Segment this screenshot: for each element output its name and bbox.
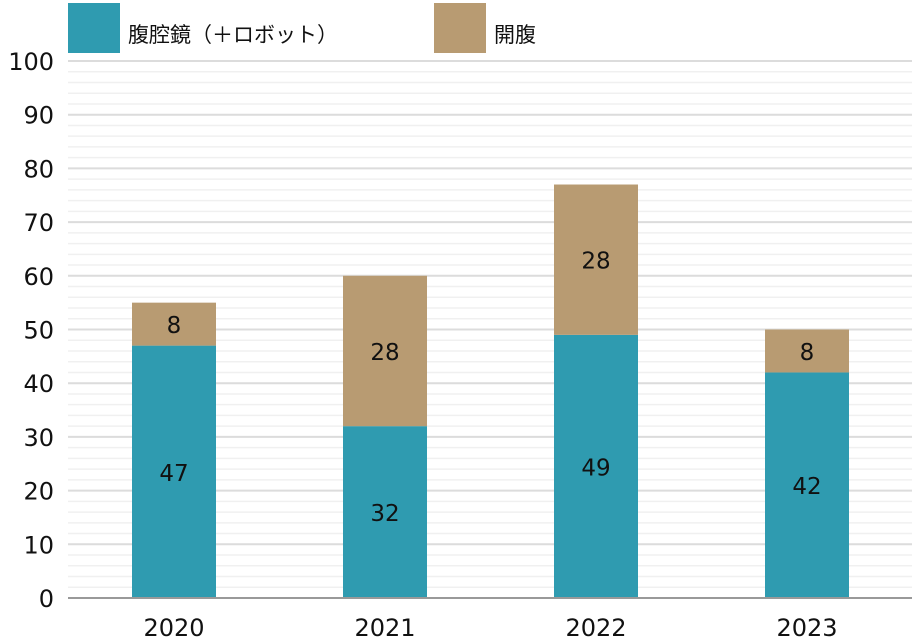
y-tick-label: 50 xyxy=(23,317,54,345)
data-label: 8 xyxy=(800,340,815,366)
legend-swatch xyxy=(434,3,486,53)
bar-open-2021 xyxy=(343,275,427,427)
y-tick-label: 60 xyxy=(23,263,54,291)
data-label: 42 xyxy=(792,474,821,500)
legend-label: 開腹 xyxy=(494,23,536,47)
data-label: 47 xyxy=(159,461,188,487)
y-tick-label: 70 xyxy=(23,209,54,237)
data-label: 8 xyxy=(167,313,182,339)
y-tick-label: 0 xyxy=(39,585,54,613)
y-tick-label: 40 xyxy=(23,370,54,398)
y-tick-label: 10 xyxy=(23,531,54,559)
legend-swatch xyxy=(68,3,120,53)
y-tick-label: 30 xyxy=(23,424,54,452)
x-tick-label: 2020 xyxy=(143,614,204,640)
y-tick-label: 80 xyxy=(23,155,54,183)
bar-laparoscopic-2020 xyxy=(132,345,216,598)
bar-laparoscopic-2023 xyxy=(765,372,849,598)
bar-laparoscopic-2022 xyxy=(554,334,638,598)
bar-laparoscopic-2021 xyxy=(343,426,427,598)
x-tick-label: 2023 xyxy=(776,614,837,640)
y-tick-label: 20 xyxy=(23,478,54,506)
y-tick-label: 100 xyxy=(8,48,54,76)
data-label: 28 xyxy=(370,340,399,366)
x-tick-label: 2021 xyxy=(354,614,415,640)
data-label: 32 xyxy=(370,501,399,527)
bar-open-2022 xyxy=(554,184,638,335)
y-tick-label: 90 xyxy=(23,102,54,130)
data-label: 28 xyxy=(581,249,610,275)
x-tick-label: 2022 xyxy=(565,614,626,640)
bar-open-2020 xyxy=(132,302,216,346)
legend-label: 腹腔鏡（＋ロボット） xyxy=(128,23,338,47)
bar-open-2023 xyxy=(765,329,849,373)
data-label: 49 xyxy=(581,455,610,481)
